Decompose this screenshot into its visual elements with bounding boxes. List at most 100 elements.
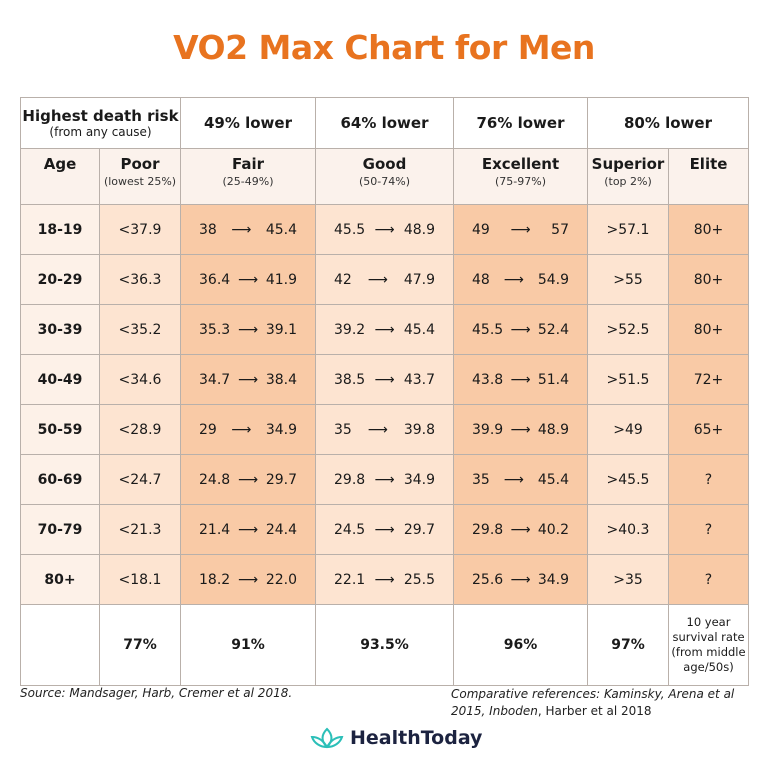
elite-cell: 80+ — [668, 304, 749, 355]
range-high: 48.9 — [403, 221, 435, 238]
range-low: 24.5 — [334, 521, 366, 538]
table-row: 80+ <18.1 18.2 ⟶ 22.0 22.1 ⟶ 25.5 25.6 ⟶ 34.9 … — [20, 554, 749, 605]
age-cell: 70-79 — [20, 504, 100, 555]
risk-title: Highest death risk — [22, 107, 179, 125]
survival-value: 91% — [180, 604, 316, 686]
arrow-icon: ⟶ — [503, 471, 524, 488]
range-high: 22.0 — [265, 571, 297, 588]
range-low: 39.9 — [472, 421, 504, 438]
table-row: 20-29 <36.3 36.4 ⟶ 41.9 42 ⟶ 47.9 48 ⟶ 54.9 >5… — [20, 254, 749, 305]
elite-cell: 65+ — [668, 404, 749, 455]
header-good: Good (50-74%) — [315, 148, 454, 205]
range-low: 43.8 — [472, 371, 504, 388]
survival-value: 96% — [453, 604, 588, 686]
poor-cell: <35.2 — [99, 304, 181, 355]
category-label: Excellent — [481, 155, 560, 173]
good-cell: 35 ⟶ 39.8 — [315, 404, 454, 455]
superior-cell: >52.5 — [587, 304, 669, 355]
arrow-icon: ⟶ — [374, 221, 395, 238]
superior-cell: >57.1 — [587, 204, 669, 255]
header-excellent-risk: 76% lower — [453, 97, 588, 149]
excellent-cell: 45.5 ⟶ 52.4 — [453, 304, 588, 355]
header-good-risk: 64% lower — [315, 97, 454, 149]
age-cell: 30-39 — [20, 304, 100, 355]
header-category-row: Age Poor (lowest 25%) Fair (25-49%) Good (50-7… — [20, 148, 749, 205]
range-high: 54.9 — [537, 271, 569, 288]
range-low: 42 — [334, 271, 352, 288]
excellent-cell: 48 ⟶ 54.9 — [453, 254, 588, 305]
arrow-icon: ⟶ — [510, 571, 531, 588]
category-label: Age — [43, 155, 77, 173]
table-row: 18-19 <37.9 38 ⟶ 45.4 45.5 ⟶ 48.9 49 ⟶ 57 >57.… — [20, 204, 749, 255]
range-low: 45.5 — [472, 321, 504, 338]
good-cell: 42 ⟶ 47.9 — [315, 254, 454, 305]
header-poor: Poor (lowest 25%) — [99, 148, 181, 205]
age-cell: 40-49 — [20, 354, 100, 405]
superior-cell: >40.3 — [587, 504, 669, 555]
category-range: (50-74%) — [359, 175, 410, 188]
arrow-icon: ⟶ — [237, 371, 259, 388]
header-superior: Superior (top 2%) — [587, 148, 669, 205]
arrow-icon: ⟶ — [503, 271, 524, 288]
superior-cell: >51.5 — [587, 354, 669, 405]
header-fair-risk: 49% lower — [180, 97, 316, 149]
fair-cell: 18.2 ⟶ 22.0 — [180, 554, 316, 605]
table-row: 30-39 <35.2 35.3 ⟶ 39.1 39.2 ⟶ 45.4 45.5 ⟶ 52.… — [20, 304, 749, 355]
elite-cell: ? — [668, 504, 749, 555]
superior-cell: >45.5 — [587, 454, 669, 505]
excellent-cell: 35 ⟶ 45.4 — [453, 454, 588, 505]
arrow-icon: ⟶ — [237, 471, 259, 488]
category-label: Elite — [689, 155, 728, 173]
poor-cell: <18.1 — [99, 554, 181, 605]
header-risk-row: Highest death risk (from any cause) 49% l… — [20, 97, 749, 149]
range-high: 57 — [551, 221, 569, 238]
arrow-icon: ⟶ — [237, 321, 259, 338]
good-cell: 29.8 ⟶ 34.9 — [315, 454, 454, 505]
excellent-cell: 49 ⟶ 57 — [453, 204, 588, 255]
good-cell: 38.5 ⟶ 43.7 — [315, 354, 454, 405]
range-low: 38.5 — [334, 371, 366, 388]
fair-cell: 36.4 ⟶ 41.9 — [180, 254, 316, 305]
risk-sub: (from any cause) — [49, 125, 152, 139]
poor-cell: <21.3 — [99, 504, 181, 555]
elite-cell: ? — [668, 554, 749, 605]
range-high: 45.4 — [403, 321, 435, 338]
range-low: 38 — [199, 221, 217, 238]
vo2-table: Highest death risk (from any cause) 49% l… — [20, 97, 749, 686]
range-low: 29.8 — [334, 471, 366, 488]
arrow-icon: ⟶ — [510, 521, 531, 538]
category-range: (top 2%) — [604, 175, 652, 188]
empty-cell — [20, 604, 100, 686]
poor-cell: <37.9 — [99, 204, 181, 255]
excellent-cell: 25.6 ⟶ 34.9 — [453, 554, 588, 605]
range-high: 41.9 — [265, 271, 297, 288]
range-high: 45.4 — [265, 221, 297, 238]
arrow-icon: ⟶ — [237, 271, 259, 288]
range-high: 34.9 — [537, 571, 569, 588]
range-low: 48 — [472, 271, 490, 288]
table-row: 50-59 <28.9 29 ⟶ 34.9 35 ⟶ 39.8 39.9 ⟶ 48.9 >4… — [20, 404, 749, 455]
range-high: 45.4 — [537, 471, 569, 488]
fair-cell: 29 ⟶ 34.9 — [180, 404, 316, 455]
references-plain: , Harber et al 2018 — [537, 704, 652, 718]
poor-cell: <36.3 — [99, 254, 181, 305]
survival-note: 10 year survival rate (from middle age/5… — [668, 604, 749, 686]
range-low: 34.7 — [199, 371, 231, 388]
range-low: 24.8 — [199, 471, 231, 488]
arrow-icon: ⟶ — [510, 421, 531, 438]
range-low: 39.2 — [334, 321, 366, 338]
range-high: 47.9 — [403, 271, 435, 288]
range-low: 29.8 — [472, 521, 504, 538]
range-high: 40.2 — [537, 521, 569, 538]
fair-cell: 38 ⟶ 45.4 — [180, 204, 316, 255]
header-superior-risk: 80% lower — [587, 97, 749, 149]
arrow-icon: ⟶ — [374, 321, 395, 338]
header-risk: Highest death risk (from any cause) — [20, 97, 181, 149]
superior-cell: >35 — [587, 554, 669, 605]
age-cell: 18-19 — [20, 204, 100, 255]
arrow-icon: ⟶ — [374, 471, 395, 488]
arrow-icon: ⟶ — [374, 521, 395, 538]
range-high: 34.9 — [265, 421, 297, 438]
table-row: 40-49 <34.6 34.7 ⟶ 38.4 38.5 ⟶ 43.7 43.8 ⟶ 51.… — [20, 354, 749, 405]
age-cell: 60-69 — [20, 454, 100, 505]
